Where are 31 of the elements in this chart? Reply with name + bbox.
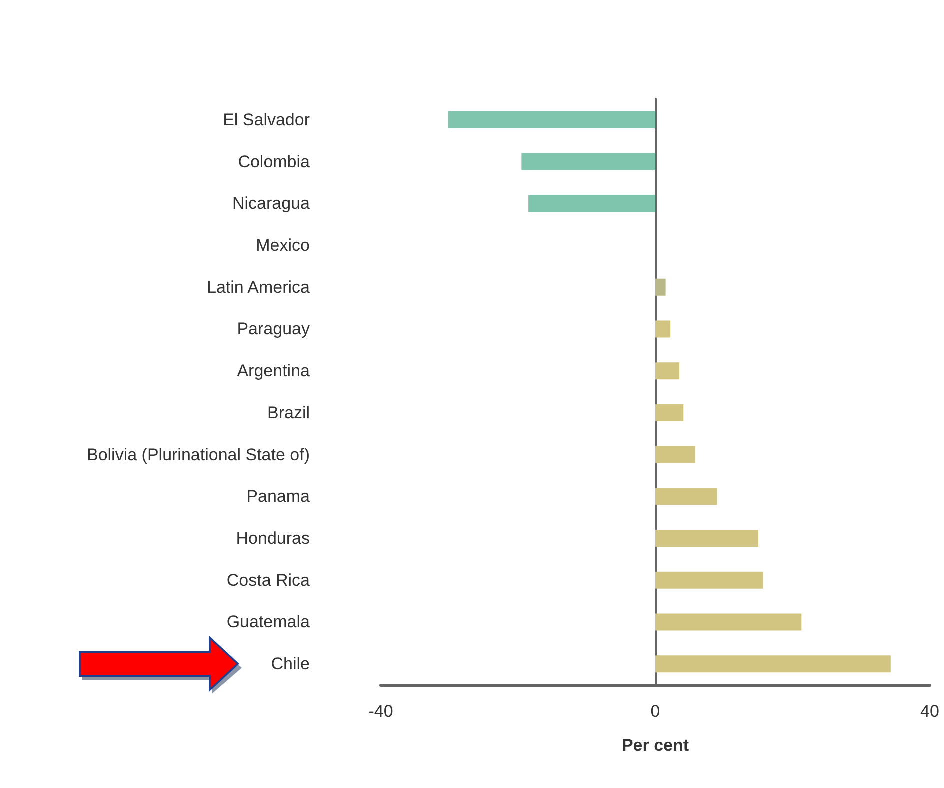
bar — [656, 488, 718, 506]
x-tick-label: -40 — [368, 702, 394, 721]
y-tick-label: Bolivia (Plurinational State of) — [86, 445, 310, 464]
bar — [528, 195, 656, 212]
bar — [656, 404, 684, 422]
bar — [656, 320, 671, 338]
bar — [656, 446, 696, 464]
x-tick-label: 0 — [650, 702, 660, 721]
y-tick-label: Guatemala — [226, 612, 311, 632]
y-tick-label: Chile — [271, 654, 310, 674]
y-tick-label: Argentina — [237, 362, 311, 381]
bar — [656, 572, 764, 589]
bar — [522, 153, 656, 170]
bar — [448, 111, 656, 128]
y-tick-label: El Salvador — [223, 110, 310, 130]
bar — [656, 656, 891, 673]
bar — [656, 278, 666, 296]
bar — [656, 614, 802, 631]
x-axis-title: Per cent — [622, 736, 690, 755]
bar — [656, 362, 680, 380]
y-tick-label: Brazil — [267, 403, 310, 422]
y-tick-label: Honduras — [236, 529, 310, 548]
y-tick-label: Nicaragua — [232, 194, 311, 214]
y-tick-label: Costa Rica — [226, 570, 311, 590]
y-tick-label: Colombia — [238, 152, 311, 172]
bar — [656, 530, 758, 547]
y-tick-label: Latin America — [207, 278, 311, 297]
y-tick-label: Mexico — [256, 236, 310, 255]
y-tick-label: Paraguay — [237, 320, 310, 339]
y-tick-label: Panama — [246, 487, 311, 506]
x-tick-label: 40 — [920, 702, 940, 721]
